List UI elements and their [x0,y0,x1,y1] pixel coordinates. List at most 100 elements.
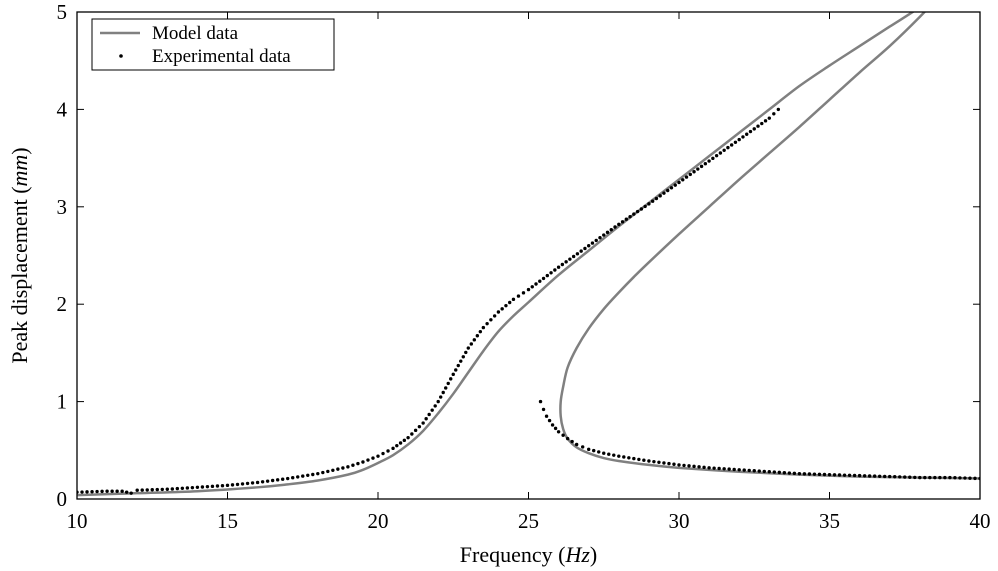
experimental-data-point [642,458,646,462]
experimental-data-point [703,162,708,166]
experimental-data-point [737,137,741,142]
experimental-data-point [160,487,164,492]
experimental-data-point [105,489,109,493]
experimental-data-point [787,471,792,475]
experimental-data-point [80,490,84,494]
experimental-data-point [639,207,644,211]
experimental-data-point [747,468,751,473]
experimental-data-point [767,470,771,474]
experimental-data-point [547,418,552,423]
experimental-data-point [587,447,591,452]
experimental-data-point [624,217,629,221]
experimental-data-point [538,279,542,283]
experimental-data-point [225,483,230,488]
experimental-data-point [643,204,647,209]
experimental-data-point [792,471,797,476]
experimental-data-point [145,488,149,492]
experimental-data-point [729,143,734,147]
experimental-data-point [687,464,691,468]
experimental-data-point [381,451,385,456]
x-tick-label: 40 [970,509,991,533]
experimental-data-point [95,489,99,494]
experimental-data-point [772,470,777,474]
experimental-data-point [842,473,847,477]
experimental-data-point [852,473,857,478]
experimental-data-point [973,476,977,481]
experimental-data-point [617,222,621,227]
experimental-data-point [635,209,640,214]
experimental-data-point [545,273,550,278]
experimental-data-point [714,153,719,158]
experimental-data-point [598,236,602,240]
experimental-data-point [938,475,942,480]
x-tick-label: 10 [67,509,88,533]
experimental-data-point [756,124,760,128]
experimental-data-point [903,475,907,479]
experimental-data-point [702,465,706,470]
experimental-data-point [230,483,235,487]
experimental-data-point [534,282,538,286]
experimental-data-point [366,458,370,462]
experimental-data-point [561,433,565,437]
experimental-data-point [410,432,414,436]
experimental-data-point [662,191,666,195]
experimental-data-point [711,156,715,161]
experimental-data-point [296,475,300,479]
experimental-data-point [943,475,947,480]
y-tick-label: 1 [57,390,68,414]
experimental-data-point [556,265,561,269]
experimental-data-point [129,491,133,495]
experimental-data-point [605,230,610,235]
experimental-data-point [553,426,558,431]
experimental-data-point [872,474,877,478]
experimental-data-point [280,477,285,481]
x-axis-label: Frequency (Hz) [460,542,597,567]
experimental-data-point [571,254,576,259]
experimental-data-point [681,178,685,182]
experimental-data-point [451,372,455,377]
experimental-data-point [882,474,887,479]
experimental-data-point [617,454,621,458]
experimental-data-point [742,468,746,472]
experimental-data-point [185,486,190,490]
experimental-data-point [341,466,345,470]
experimental-data-point [707,466,711,470]
experimental-data-point [215,484,220,488]
experimental-data-point [752,469,756,473]
experimental-data-point [669,186,674,190]
y-axis-label: Peak displacement (mm) [7,147,32,363]
experimental-data-point [311,472,315,477]
experimental-data-point [560,262,565,267]
experimental-data-point [652,459,656,464]
experimental-data-point [580,445,585,449]
experimental-data-point [402,438,407,443]
experimental-data-point [776,107,781,112]
experimental-data-point [464,350,468,355]
experimental-data-point [594,238,598,243]
experimental-data-point [449,377,453,381]
experimental-data-point [469,342,474,346]
experimental-data-point [472,338,477,342]
experimental-data-point [627,456,631,460]
experimental-data-point [948,475,952,480]
experimental-data-point [395,443,399,448]
experimental-data-point [597,450,601,454]
experimental-data-point [424,417,428,421]
x-tick-label: 15 [217,509,238,533]
legend-model-label: Model data [152,23,239,44]
experimental-data-point [760,121,764,126]
x-tick-label: 25 [518,509,539,533]
experimental-data-point [688,172,692,177]
experimental-data-point [564,260,568,264]
experimental-data-point [265,479,270,483]
experimental-data-point [722,148,726,153]
experimental-data-point [607,452,611,456]
experimental-data-point [632,456,636,461]
experimental-data-point [316,471,320,476]
x-tick-label: 35 [819,509,840,533]
experimental-data-point [240,482,245,486]
y-tick-label: 0 [57,487,68,511]
experimental-data-point [609,227,613,232]
experimental-data-point [579,249,583,253]
experimental-data-point [772,112,776,116]
